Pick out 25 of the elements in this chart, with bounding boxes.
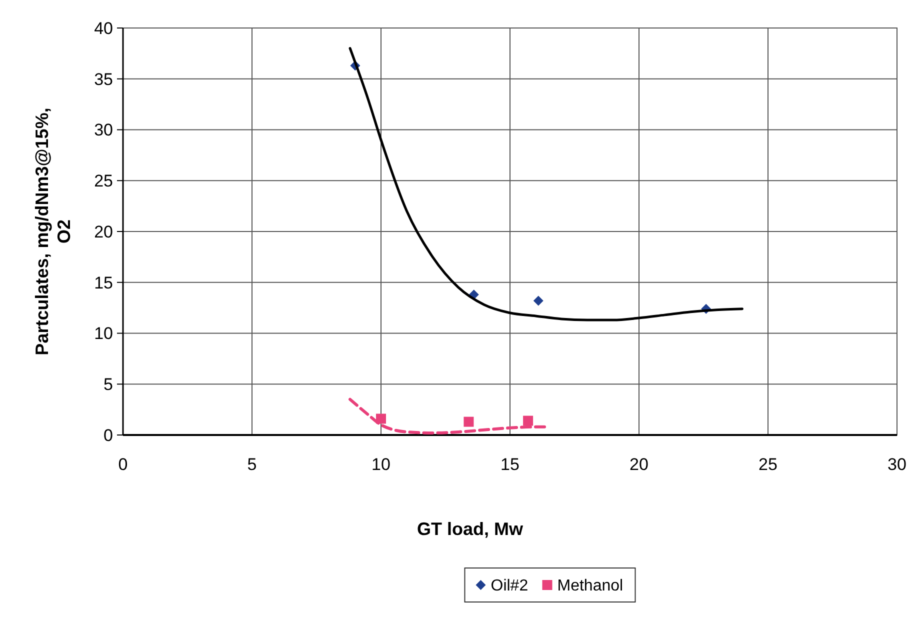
y-tick-label: 15 [94,273,113,292]
x-tick-label: 15 [500,455,520,474]
x-tick-label: 0 [118,455,128,474]
line-series [348,47,744,322]
y-tick-label: 10 [94,324,113,344]
x-tick-label: 5 [247,455,257,474]
point [464,416,474,427]
x-tick-label: 25 [758,455,778,474]
y-tick-label: 25 [94,172,113,191]
y-tick-label: 40 [94,18,113,38]
y-tick-label: 5 [104,375,113,394]
legend-label: Methanol [557,578,624,595]
point [376,414,386,424]
y-axis-title: Partculates, mg/dNm3@15%, O2 [32,108,74,356]
x-tick-label: 10 [372,455,390,474]
legend-label: Oil#2 [490,578,528,595]
y-tick-label: 30 [94,120,113,140]
x-axis-title: GT load, Mw [417,519,524,539]
y-tick-label: 35 [94,70,113,89]
y-tick-label: 20 [94,222,113,242]
x-tick-label: 30 [888,455,906,474]
point [523,416,534,426]
x-tick-label: 20 [630,455,648,474]
point [533,296,544,306]
y-tick-label: 0 [104,426,113,445]
